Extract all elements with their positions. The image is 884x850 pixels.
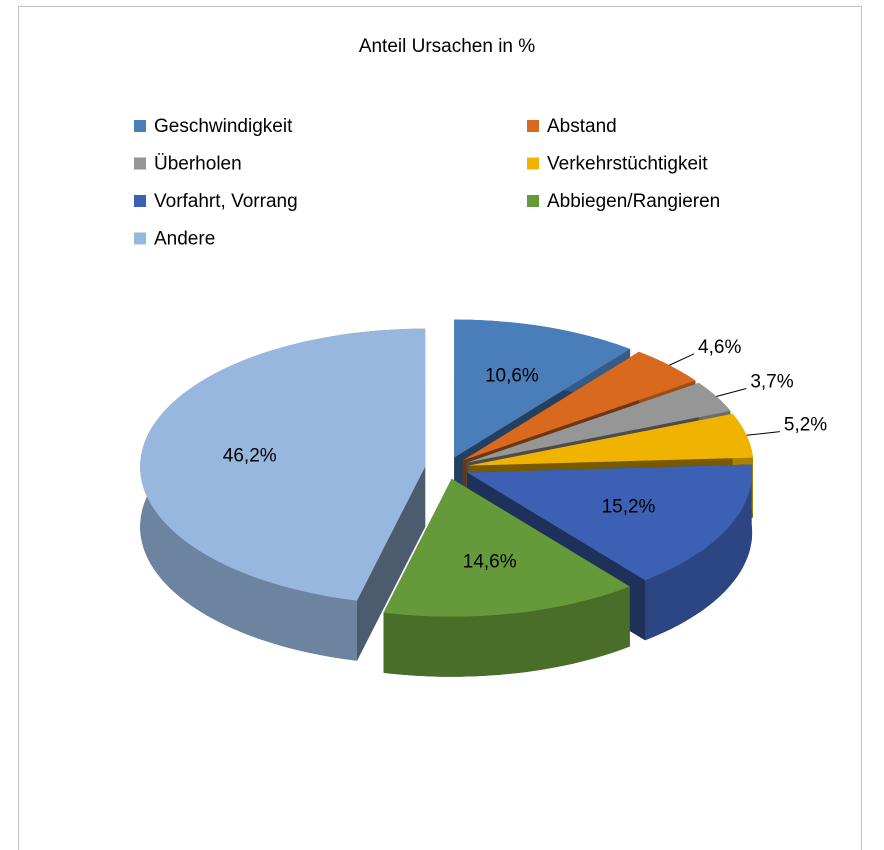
data-label: 15,2%	[602, 496, 656, 517]
legend-label: Vorfahrt, Vorrang	[154, 191, 298, 212]
legend-label: Geschwindigkeit	[154, 116, 293, 137]
data-label: 10,6%	[485, 366, 539, 387]
chart-title: Anteil Ursachen in %	[359, 36, 535, 57]
legend-swatch	[527, 120, 539, 132]
legend-label: Überholen	[154, 154, 242, 175]
slice-top	[140, 328, 426, 601]
slice-outer-wall	[645, 464, 753, 641]
legend-swatch	[527, 157, 539, 170]
legend-swatch	[134, 157, 146, 170]
slice-top	[454, 319, 631, 458]
leader-line	[716, 388, 747, 397]
slice-top	[462, 351, 696, 461]
slice-top	[468, 413, 753, 466]
slice-top	[467, 464, 753, 581]
legend-swatch	[527, 195, 539, 207]
legend-swatch	[134, 120, 146, 132]
legend-swatch	[134, 195, 146, 207]
slice-outer-wall	[383, 586, 630, 677]
slice-radial-wall	[357, 466, 426, 661]
pie-slice	[383, 478, 630, 677]
legend-label: Verkehrstüchtigkeit	[547, 154, 708, 175]
data-label: 14,6%	[463, 551, 517, 572]
legend-label: Abbiegen/Rangieren	[547, 191, 720, 212]
legend-label: Abstand	[547, 116, 617, 137]
data-label: 4,6%	[698, 337, 741, 358]
slice-top	[466, 382, 731, 463]
leader-line	[746, 431, 780, 436]
pie-slice	[140, 328, 426, 661]
slice-top	[383, 478, 630, 617]
leader-line	[669, 353, 695, 366]
legend-swatch	[134, 232, 146, 245]
data-label: 46,2%	[223, 445, 277, 466]
legend-label: Andere	[154, 229, 215, 250]
data-label: 5,2%	[784, 415, 827, 436]
data-label: 3,7%	[750, 372, 793, 393]
